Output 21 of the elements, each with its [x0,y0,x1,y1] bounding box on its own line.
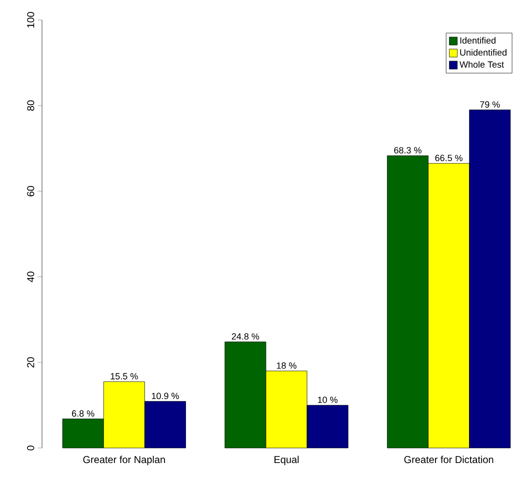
y-tick-label: 100 [27,12,34,28]
data-label: 10.9 % [152,392,179,400]
legend-label: Whole Test [460,61,504,68]
data-label: 10 % [318,396,338,403]
y-tick-label: 60 [27,186,34,196]
x-tick-label: Greater for Naplan [83,456,165,466]
legend-label: Identified [460,37,496,44]
y-tick-label: 40 [27,272,34,282]
data-label: 24.8 % [232,333,260,340]
data-label: 18 % [276,362,296,369]
data-label: 79 % [480,101,500,108]
y-tick-label: 20 [27,357,34,368]
y-tick-label: 0 [27,446,34,450]
data-label: 15.5 % [110,373,138,380]
legend-label: Unidentified [460,49,506,56]
data-label: 66.5 % [435,154,462,162]
x-tick-label: Greater for Dictation [404,456,494,464]
data-label: 68.3 % [394,147,422,154]
y-tick-label: 80 [27,100,34,111]
x-tick-label: Equal [274,456,299,466]
data-label: 6.8 % [72,410,94,417]
